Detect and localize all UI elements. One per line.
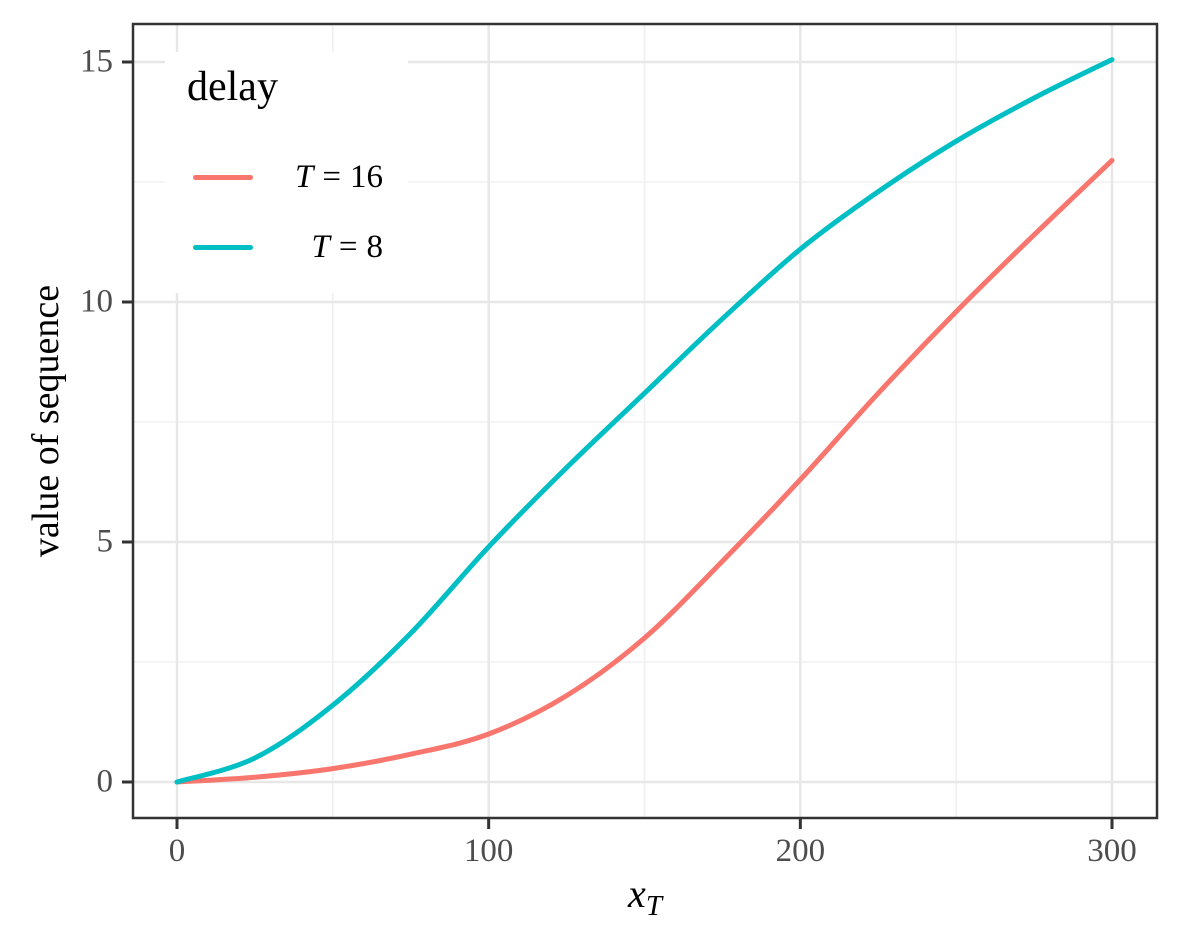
legend-item-label: T = 8 xyxy=(311,228,383,265)
legend-swatch-line xyxy=(193,244,253,250)
legend: delay T = 16 T = 8 xyxy=(165,52,408,293)
legend-item: T = 8 xyxy=(193,227,383,267)
y-tick-label: 10 xyxy=(80,283,113,320)
x-axis-title-subscript: T xyxy=(645,890,662,922)
series-line-0 xyxy=(174,157,1115,785)
x-tick-label: 100 xyxy=(463,833,514,869)
legend-item: T = 16 xyxy=(193,157,383,197)
x-tick-label: 300 xyxy=(1087,833,1137,869)
series-line-1 xyxy=(174,57,1115,785)
panel-border xyxy=(131,22,1159,820)
legend-item-label: T = 16 xyxy=(295,158,383,195)
legend-title: delay xyxy=(187,64,278,110)
x-axis-title-base: x xyxy=(628,871,646,916)
y-tick-label: 15 xyxy=(80,43,113,80)
y-tick-label: 5 xyxy=(96,523,114,560)
y-axis-title: value of sequence xyxy=(25,284,67,558)
x-tick-label: 0 xyxy=(168,833,186,869)
y-tick-label: 0 xyxy=(96,763,114,800)
x-axis-title: xT xyxy=(628,870,662,921)
legend-swatch-line xyxy=(193,174,253,180)
x-tick-label: 200 xyxy=(775,833,826,869)
